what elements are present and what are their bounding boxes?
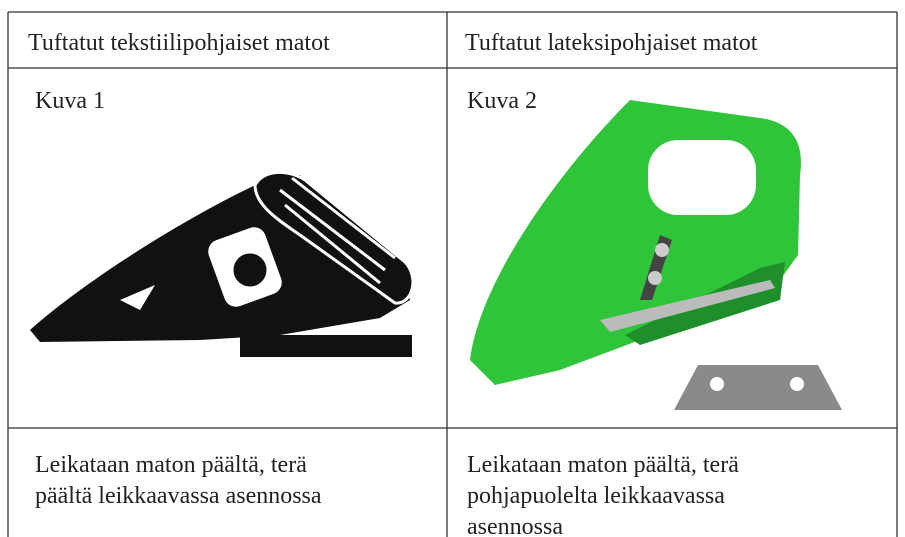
figure-label: Kuva 2 bbox=[467, 88, 537, 114]
figure-label: Kuva 1 bbox=[35, 88, 105, 114]
description-cell: Leikataan maton päältä, terä pohjapuolelt… bbox=[467, 452, 739, 537]
description-line: Leikataan maton päältä, terä bbox=[35, 452, 307, 478]
cutter-illustration bbox=[30, 170, 415, 357]
cutter-illustration bbox=[470, 100, 842, 410]
description-line: Leikataan maton päältä, terä bbox=[467, 452, 739, 478]
description-line: asennossa bbox=[467, 514, 563, 537]
header-cell: Tuftatut lateksipohjaiset matot bbox=[465, 30, 758, 56]
header-cell: Tuftatut tekstiilipohjaiset matot bbox=[28, 30, 330, 56]
description-line: päältä leikkaavassa asennossa bbox=[35, 483, 322, 509]
description-line: pohjapuolelta leikkaavassa bbox=[467, 483, 725, 509]
description-cell: Leikataan maton päältä, terä päältä leikk… bbox=[35, 452, 322, 509]
